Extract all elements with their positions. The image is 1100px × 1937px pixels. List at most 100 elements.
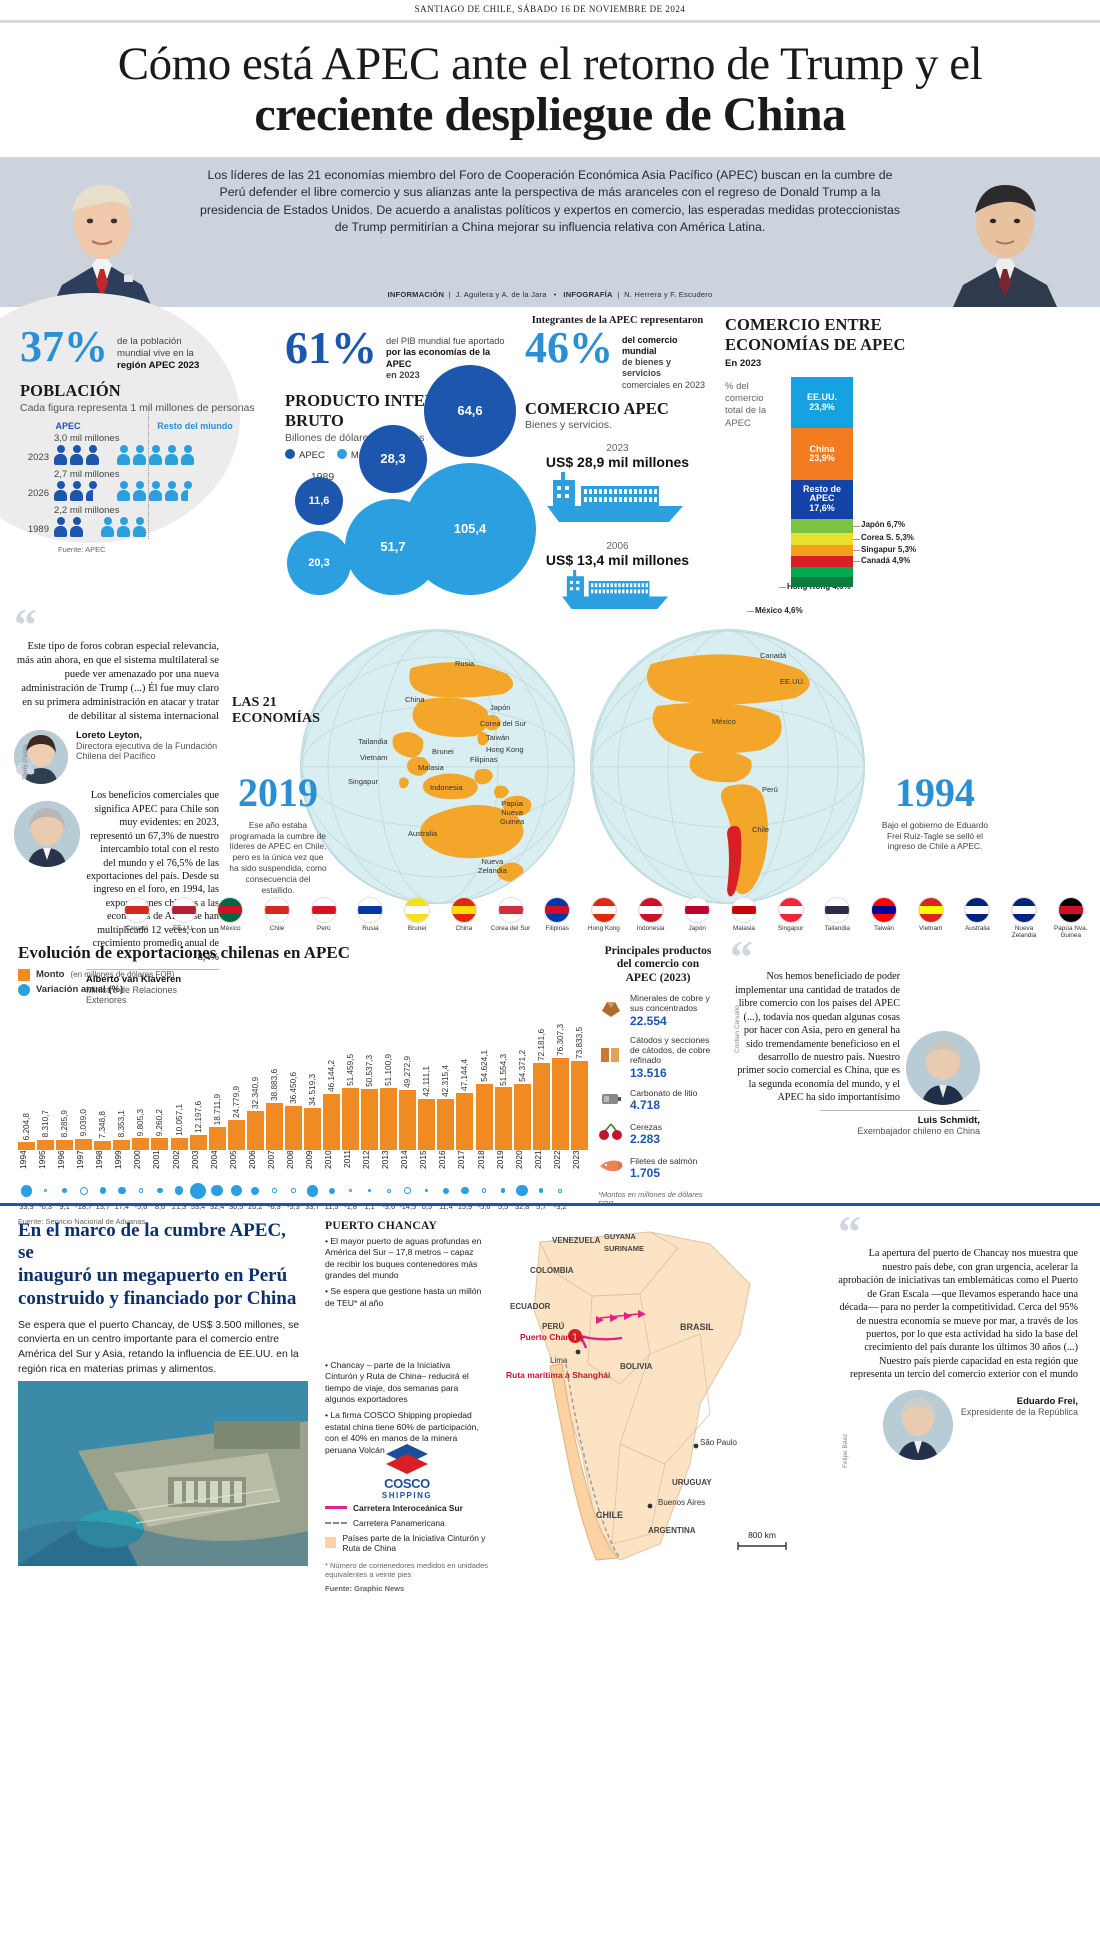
exports-variation-dot (174, 1186, 184, 1195)
exports-bar-column: 36.450,6 (284, 1000, 302, 1150)
exports-bar-value: 24.779,9 (231, 1085, 241, 1118)
exports-year-label: 2022 (551, 1149, 562, 1169)
exports-bar-column: 9.039,0 (75, 1000, 93, 1150)
globe-label: Indonesia (430, 782, 463, 792)
trade-ship-year: 2006 (606, 540, 629, 552)
exports-variation-dot (118, 1186, 126, 1195)
headline-line-2: creciente despliegue de China (254, 88, 846, 142)
interchange-segment: Hong Kong 4,6% (779, 566, 853, 590)
globe-asia-pacific (300, 628, 575, 904)
cosco-name: COSCO (384, 1475, 430, 1491)
person-icon (117, 444, 130, 465)
flag-icon-kr (497, 896, 524, 923)
interchange-segment: Canadá 4,9% (791, 556, 910, 567)
exports-variation-cell (476, 1188, 493, 1193)
person-icon (70, 444, 83, 465)
chancay-footnote: * Número de contenedores medidos en unid… (325, 1560, 489, 1579)
segment-label: EE.UU. 23,9% (806, 391, 837, 412)
exports-variation-cell (228, 1185, 245, 1197)
cherries-icon (598, 1121, 624, 1148)
exports-bar-value: 18.711,9 (212, 1093, 222, 1126)
interchange-title-1: COMERCIO ENTRE (725, 314, 882, 334)
products-title: Principales productos del comercio con A… (598, 945, 718, 986)
quote-4-mark: “ (838, 1205, 861, 1257)
credit-info-sep: | (446, 289, 454, 299)
exports-bar (303, 1108, 321, 1150)
exports-variation-cell (304, 1184, 321, 1197)
map-label: SURINAME (604, 1243, 645, 1253)
person-icon (133, 444, 146, 465)
flag-item-au: Australia (956, 896, 998, 939)
population-subtitle: Cada figura representa 1 mil millones de… (20, 401, 255, 414)
map-label: URUGUAY (672, 1477, 712, 1487)
segment-leader-label: Singapur 5,3% (852, 544, 917, 554)
population-block: 37% de la población mundial vive en la r… (20, 324, 270, 553)
gdp-bubble-apec: 28,3 (359, 424, 427, 493)
exports-bar-column: 9.260,2 (151, 1000, 169, 1150)
exports-variation-dot (190, 1182, 207, 1199)
flag-icon-my (730, 896, 757, 923)
flags-strip: Canadá EE.UU. México Chile Perú Rusia Brunei Ch… (0, 896, 1100, 939)
exports-year-label: 2020 (513, 1149, 524, 1169)
map-legend: Carretera Interoceánica Sur Carretera Pa… (325, 1498, 505, 1593)
exports-variation-cell (209, 1184, 226, 1197)
interchange-block: COMERCIO ENTRE ECONOMÍAS DE APEC En 2023… (725, 314, 925, 615)
credit-dot: • (549, 289, 562, 299)
gdp-pct-text-1: del PIB mundial fue aportado (386, 335, 505, 346)
flag-icon-cn (450, 896, 477, 923)
exports-bar-column: 18.711,9 (208, 1000, 226, 1150)
exports-bar (56, 1139, 74, 1150)
exports-variation-value: 17,4 (114, 1201, 130, 1211)
exports-variation-value: -5,6 (477, 1201, 491, 1211)
exports-bar-value: 42.111,1 (422, 1066, 432, 1097)
flag-label: Indonesia (636, 924, 665, 932)
quote-3-text: Nos hemos beneficiado de poder implement… (735, 971, 900, 1104)
exports-bar (246, 1110, 264, 1150)
population-blob (0, 292, 240, 543)
product-value: 2.283 (630, 1132, 661, 1147)
salmon-icon (598, 1155, 624, 1182)
flag-icon-us (170, 896, 197, 923)
exports-bar-column: 12.197,6 (189, 1000, 207, 1150)
product-name: Cerezas (630, 1121, 662, 1132)
header-rule (0, 20, 1100, 23)
exports-bar-value: 51.459,5 (346, 1053, 356, 1086)
exports-variation-cell (380, 1188, 397, 1193)
legend-belt-road: Países parte de la Iniciativa Cinturón y… (325, 1533, 505, 1553)
flag-label: Papúa Nva. Guinea (1054, 924, 1088, 939)
exports-bar-column: 76.307,3 (551, 1000, 569, 1150)
exports-variation-dot (404, 1187, 412, 1195)
quote-1-role: Directora ejecutiva de la Fundación Chil… (76, 741, 218, 762)
exports-bar-column: 51.554,3 (494, 1000, 512, 1150)
globe-label: Malasia (418, 762, 444, 772)
quote-2-role: Ministro de Relaciones Exteriores (86, 985, 178, 1006)
exports-variation-cell (171, 1186, 188, 1195)
exports-variation-cell (37, 1189, 54, 1193)
trade-block: Integrantes de la APEC representaron 46%… (525, 315, 710, 616)
credit-info-value: J. Aguilera y A. de la Jara (455, 289, 547, 299)
exports-year-label: 2018 (475, 1149, 486, 1169)
exports-bar (380, 1088, 398, 1150)
map-label: CHILE (596, 1509, 623, 1520)
exports-variation-value: -3,2 (553, 1201, 567, 1211)
exports-bar (361, 1088, 379, 1150)
exports-bar-column: 54.371,2 (513, 1000, 531, 1150)
flag-item-hk: Hong Kong (583, 896, 625, 939)
person-icon (117, 480, 130, 501)
quote-3-rule (820, 1109, 980, 1111)
globe-label: EE.UU. (780, 676, 806, 686)
flag-label: México (220, 924, 241, 932)
exports-variation-cell (285, 1188, 302, 1193)
flag-icon-cl (264, 896, 291, 923)
exports-bar-value: 38.883,6 (269, 1068, 279, 1101)
exports-variation-cell (151, 1188, 168, 1194)
chancay-intro: En el marco de la cumbre APEC, se inaugu… (18, 1220, 300, 1377)
flag-label: China (455, 924, 473, 932)
flag-label: Filipinas (545, 924, 569, 932)
interchange-stacked-bar: EE.UU. 23,9% China 23,9% Resto de APEC 17,6% J… (747, 376, 916, 614)
legend-swatch-variacion (18, 983, 30, 996)
population-row: 2023 3,0 mil millones (20, 433, 270, 465)
flag-icon-jp (684, 896, 711, 923)
exports-bar-column: 24.779,9 (227, 1000, 245, 1150)
chancay-port-photo (18, 1380, 308, 1566)
